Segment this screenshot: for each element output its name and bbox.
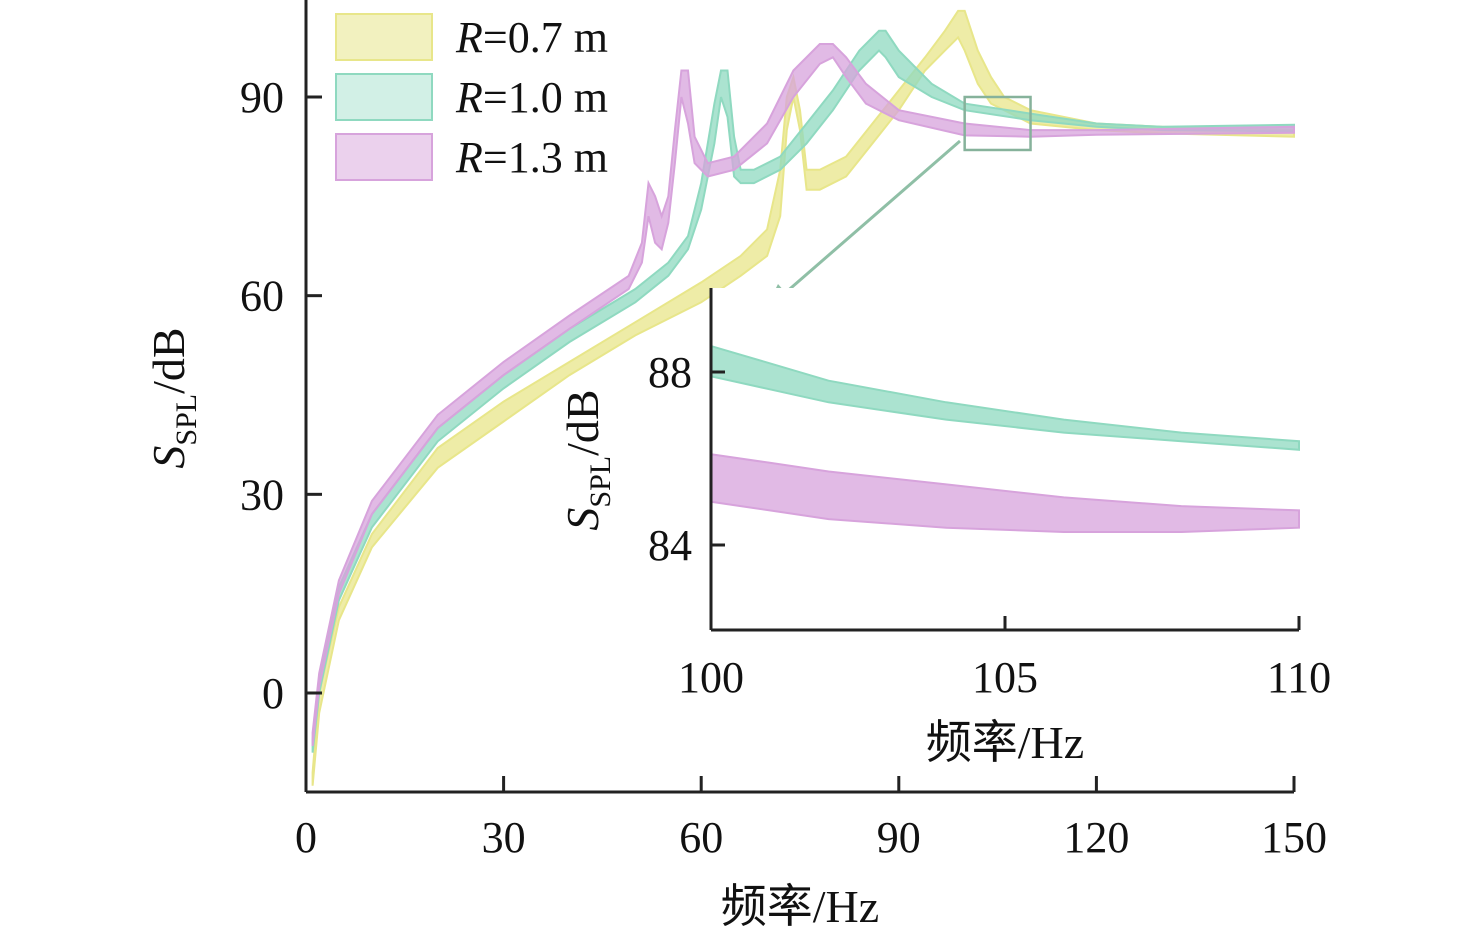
legend-label-r07: R=0.7 m bbox=[455, 13, 608, 62]
main-y-axis-label-symbol: S bbox=[143, 446, 194, 469]
inset-y-axis-label-symbol: S bbox=[557, 508, 608, 531]
main-x-tick-label: 90 bbox=[877, 813, 921, 862]
main-x-tick-label: 0 bbox=[295, 813, 317, 862]
main-data-bands bbox=[311, 9, 1295, 786]
legend-swatch-r07 bbox=[335, 13, 433, 61]
main-y-tick-label: 30 bbox=[240, 470, 284, 519]
main-y-axis-label-unit: /dB bbox=[143, 327, 194, 393]
main-x-axis-label: 频率/Hz bbox=[721, 881, 879, 932]
inset-x-tick-label: 110 bbox=[1267, 653, 1331, 702]
inset-y-axis-label: SSPL/dB bbox=[557, 389, 617, 530]
main-y-tick-label: 60 bbox=[240, 272, 284, 321]
inset-band-10 bbox=[710, 344, 1300, 451]
inset-y-ticks: 84 88 bbox=[648, 348, 725, 570]
zoom-arrow bbox=[766, 139, 961, 308]
main-x-tick-label: 150 bbox=[1261, 813, 1327, 862]
legend-label-r13: R=1.3 m bbox=[455, 133, 608, 182]
main-y-axis-label: SSPL/dB bbox=[143, 327, 203, 468]
inset-y-tick-label: 84 bbox=[648, 521, 692, 570]
main-y-ticks: 0 30 60 90 bbox=[240, 73, 322, 718]
inset-y-tick-label: 88 bbox=[648, 348, 692, 397]
main-x-tick-label: 30 bbox=[482, 813, 526, 862]
inset-band-13 bbox=[710, 453, 1300, 533]
main-x-tick-label: 120 bbox=[1063, 813, 1129, 862]
main-y-tick-label: 90 bbox=[240, 73, 284, 122]
inset-background bbox=[711, 288, 1298, 630]
inset-x-axis-label: 频率/Hz bbox=[926, 717, 1084, 768]
inset-chart: 100 105 110 84 88 频率/Hz SSPL/dB bbox=[557, 288, 1331, 768]
inset-x-tick-label: 100 bbox=[678, 653, 744, 702]
legend: R=0.7 m R=1.0 m R=1.3 m bbox=[335, 13, 608, 182]
main-y-axis-label-subscript: SPL bbox=[170, 394, 203, 446]
inset-x-tick-label: 105 bbox=[972, 653, 1038, 702]
inset-data-bands bbox=[710, 344, 1300, 533]
main-band-13 bbox=[311, 43, 1295, 747]
inset-y-axis-label-unit: /dB bbox=[557, 389, 608, 455]
main-x-ticks: 0 30 60 90 120 150 bbox=[295, 776, 1327, 862]
main-band-07 bbox=[311, 9, 1295, 786]
main-x-tick-label: 60 bbox=[679, 813, 723, 862]
legend-swatch-r13 bbox=[335, 133, 433, 181]
zoom-region-box bbox=[963, 95, 1032, 152]
inset-x-ticks: 100 105 110 bbox=[678, 616, 1331, 702]
legend-swatch-r10 bbox=[335, 73, 433, 121]
inset-y-axis-label-subscript: SPL bbox=[584, 456, 617, 508]
legend-label-r10: R=1.0 m bbox=[455, 73, 608, 122]
main-y-tick-label: 0 bbox=[262, 669, 284, 718]
